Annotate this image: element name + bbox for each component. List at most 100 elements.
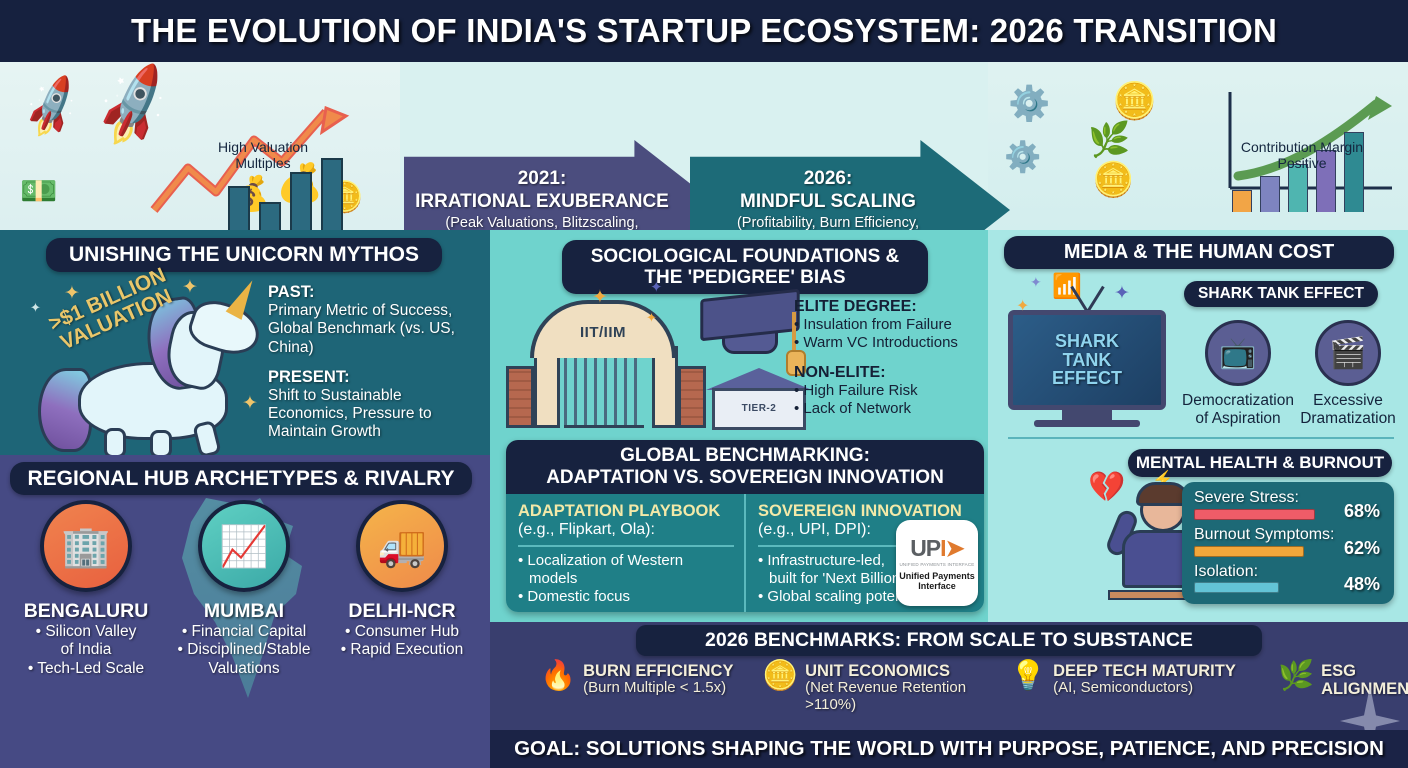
hub-bullet: • Financial Capital xyxy=(181,623,307,640)
benchmark-esg-alignment: 🌿 ESG ALIGNMENT xyxy=(1278,660,1408,699)
stat-value: 62% xyxy=(1343,537,1380,558)
benchmarks-list: 🔥 BURN EFFICIENCY (Burn Multiple < 1.5x)… xyxy=(490,662,1408,726)
high-valuation-label: High Valuation Multiples xyxy=(217,139,309,171)
tv-text-line2: TANK xyxy=(1062,349,1112,370)
gate-label: IIT/IIM xyxy=(580,324,626,341)
page-title-band: THE EVOLUTION OF INDIA'S STARTUP ECOSYST… xyxy=(0,0,1408,62)
stat-value: 68% xyxy=(1343,500,1380,521)
non-elite-bullet: • Lack of Network xyxy=(794,400,911,417)
cap-top xyxy=(700,288,800,342)
benchmark-deep-tech-maturity: 💡 DEEP TECH MATURITY (AI, Semiconductors… xyxy=(1010,662,1236,697)
column-divider xyxy=(518,545,734,548)
media-caption-line1: Democratization xyxy=(1182,392,1294,409)
upi-name-line1: Unified Payments xyxy=(899,570,975,581)
benchmark-sub: (Net Revenue Retention xyxy=(805,679,967,697)
shark-tank-effect-pill: SHARK TANK EFFECT xyxy=(1184,281,1378,307)
arrow-2026-mindful-scaling: 2026: MINDFUL SCALING (Profitability, Bu… xyxy=(690,140,1010,230)
hub-name: BENGALURU xyxy=(23,600,149,622)
sovereign-bullet: • Global scaling potential xyxy=(758,588,923,606)
sparkle-icon: ✦ xyxy=(242,393,258,414)
sparkle-icon: ✦ xyxy=(592,287,608,308)
flame-icon: 🔥 xyxy=(540,660,577,692)
banner-left-bars xyxy=(228,158,343,230)
iit-iim-gate-icon: IIT/IIM xyxy=(506,300,706,428)
sovereign-title: SOVEREIGN INNOVATION xyxy=(758,502,962,520)
goal-text: GOAL: SOLUTIONS SHAPING THE WORLD WITH P… xyxy=(514,737,1384,760)
socio-header-line1: SOCIOLOGICAL FOUNDATIONS & xyxy=(590,245,900,267)
leaf-icon: 🌿 xyxy=(1278,660,1315,692)
lightbulb-gear-icon: 💡 xyxy=(1010,660,1047,692)
banner-right-art xyxy=(988,62,1408,230)
hub-mumbai[interactable]: 📈 MUMBAI • Financial Capital • Disciplin… xyxy=(164,500,324,678)
column-divider xyxy=(758,545,974,548)
banknote-icon: 💵 xyxy=(20,175,58,208)
gate-brick xyxy=(678,366,706,428)
non-elite-label: NON-ELITE: xyxy=(794,364,886,381)
hub-bullet: • Consumer Hub xyxy=(345,623,459,640)
global-benchmarking-header: GLOBAL BENCHMARKING: ADAPTATION VS. SOVE… xyxy=(506,440,984,494)
delivery-truck-icon: 🚚 xyxy=(356,500,448,592)
gate-brick xyxy=(506,366,534,428)
transition-arrows: 2021: IRRATIONAL EXUBERANCE (Peak Valuat… xyxy=(404,140,1010,230)
stat-isolation: Isolation: 48% xyxy=(1194,562,1382,595)
sovereign-innovation-column: SOVEREIGN INNOVATION (e.g., UPI, DPI): •… xyxy=(744,494,984,612)
plant-icon: 🌿 xyxy=(1088,121,1131,159)
tier2-college-icon: TIER-2 xyxy=(700,368,818,430)
tv-stand xyxy=(1062,410,1112,420)
sparkle-icon: ✦ xyxy=(1114,283,1130,304)
page-title: THE EVOLUTION OF INDIA'S STARTUP ECOSYST… xyxy=(130,12,1278,49)
stat-bar xyxy=(1194,545,1305,557)
coin-dollar-icon: 🪙 xyxy=(1112,80,1157,121)
media-caption-line2: of Aspiration xyxy=(1195,409,1281,427)
tv-base xyxy=(1034,420,1140,427)
hub-name: DELHI-NCR xyxy=(348,600,456,622)
hub-bullet: of India xyxy=(60,641,112,659)
unicorn-past-text: Primary Metric of Success, Global Benchm… xyxy=(268,302,455,356)
sovereign-bullet: built for 'Next Billion' xyxy=(769,570,904,588)
upi-micro-text: UNIFIED PAYMENTS INTERFACE xyxy=(899,561,975,567)
stat-bar xyxy=(1194,508,1316,520)
clapperboard-icon: 🎬 xyxy=(1315,320,1381,386)
stat-value: 48% xyxy=(1343,574,1380,595)
socio-header-line2: THE 'PEDIGREE' BIAS xyxy=(644,267,846,288)
burnout-person-illustration xyxy=(1104,482,1220,608)
hub-bullet: • Rapid Execution xyxy=(340,641,464,659)
growth-chart-icon: 📈 xyxy=(198,500,290,592)
arrow2-year: 2026: xyxy=(803,168,853,190)
adaptation-bullet: • Domestic focus xyxy=(518,588,630,606)
stat-label: Burnout Symptoms: xyxy=(1194,525,1335,543)
benchmark-title: UNIT ECONOMICS xyxy=(805,662,950,680)
stat-label: Isolation: xyxy=(1194,562,1259,580)
unicorn-text-block: PAST: Primary Metric of Success, Global … xyxy=(268,283,482,442)
tier2-body: TIER-2 xyxy=(712,388,806,430)
global-benchmarking-card: GLOBAL BENCHMARKING: ADAPTATION VS. SOVE… xyxy=(506,440,984,612)
upi-name: Unified Payments Interface xyxy=(899,571,975,592)
mental-health-stats-card: Severe Stress: 68% Burnout Symptoms: 62%… xyxy=(1182,482,1394,604)
arrow1-sub-line1: (Peak Valuations, Blitzscaling, xyxy=(445,215,639,230)
unicorn-leg xyxy=(104,428,126,458)
arrow1-year: 2021: xyxy=(517,168,567,190)
hub-delhi-ncr[interactable]: 🚚 DELHI-NCR • Consumer Hub • Rapid Execu… xyxy=(322,500,482,660)
democratization-item: 📺 Democratization of Aspiration xyxy=(1178,320,1298,428)
sociological-bullets: ELITE DEGREE: • Insulation from Failure … xyxy=(794,298,990,418)
gb-header-line1: GLOBAL BENCHMARKING: xyxy=(620,445,870,467)
arrow1-headline: IRRATIONAL EXUBERANCE xyxy=(415,190,669,212)
elite-degree-label: ELITE DEGREE: xyxy=(794,298,917,315)
hub-bullet: • Disciplined/Stable xyxy=(177,641,311,659)
adaptation-bullet: • Localization of Western xyxy=(518,552,684,570)
banner-right-bars xyxy=(1232,132,1364,212)
tv-text-line3: EFFECT xyxy=(1052,368,1122,389)
sovereign-examples: (e.g., UPI, DPI): xyxy=(758,520,871,538)
broken-heart-icon: 💔 xyxy=(1088,471,1126,504)
coin-stack-icon: 🪙 xyxy=(1092,161,1135,199)
upi-logo-badge: UPI➤ UNIFIED PAYMENTS INTERFACE Unified … xyxy=(896,520,978,606)
stat-burnout-symptoms: Burnout Symptoms: 62% xyxy=(1194,525,1382,558)
transition-banner: 🚀 🚀 💵 💰 💰 🪙 High Valuation Multiples 202… xyxy=(0,62,1408,230)
hub-list: 🏢 BENGALURU • Silicon Valley of India • … xyxy=(0,500,490,750)
arrow-2021-irrational-exuberance: 2021: IRRATIONAL EXUBERANCE (Peak Valuat… xyxy=(404,140,724,230)
hub-bengaluru[interactable]: 🏢 BENGALURU • Silicon Valley of India • … xyxy=(6,500,166,678)
mental-health-header: MENTAL HEALTH & BURNOUT xyxy=(1128,449,1392,477)
gate-pillar xyxy=(652,346,678,428)
gear-icon: ⚙️ xyxy=(1008,85,1051,123)
stat-label: Severe Stress: xyxy=(1194,489,1299,506)
